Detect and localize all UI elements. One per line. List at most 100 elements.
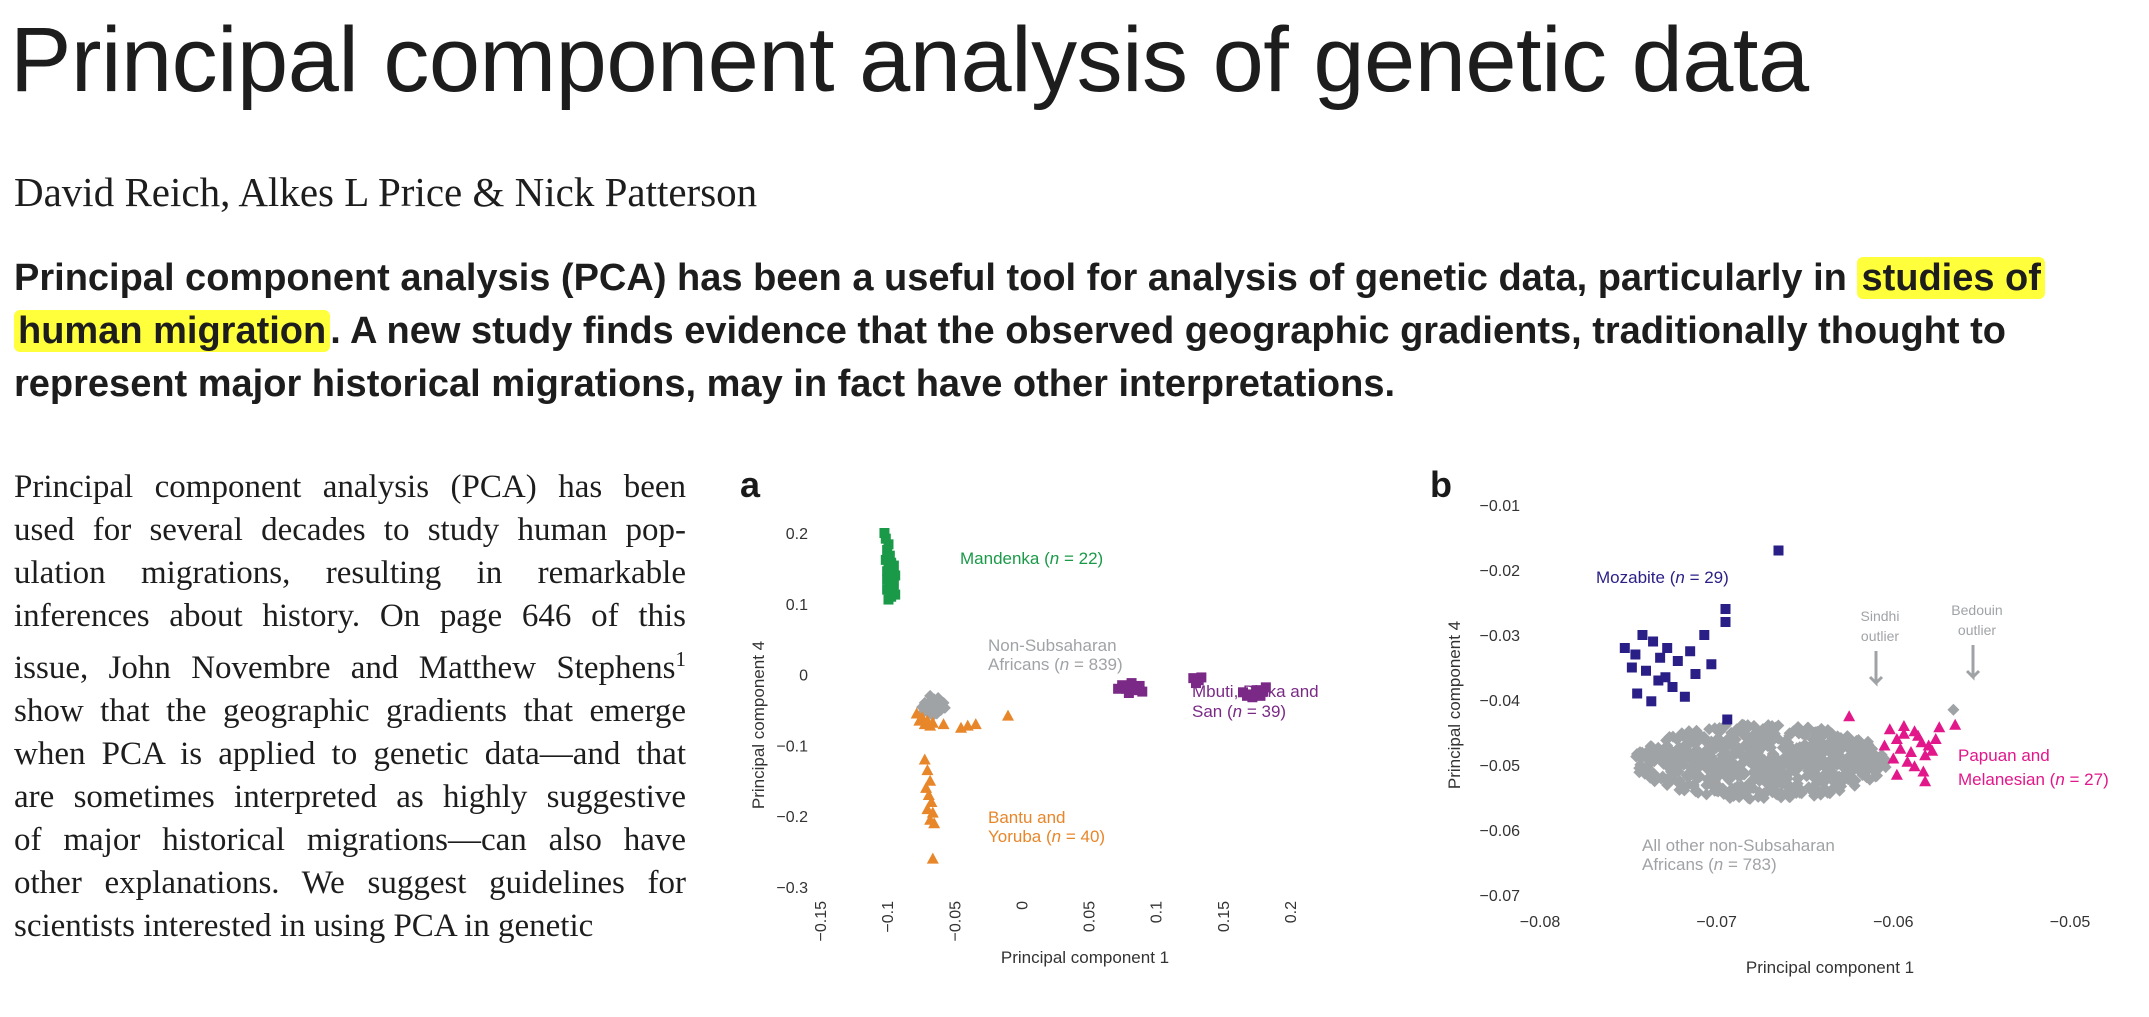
data-point <box>1619 643 1630 653</box>
cloud-point <box>1869 770 1882 783</box>
cloud-point <box>1680 733 1693 746</box>
cloud-point <box>1669 763 1682 776</box>
y-tick-label: −0.02 <box>1480 563 1521 580</box>
body-line: are sometimes interpreted as highly sugg… <box>14 779 686 815</box>
cloud-point <box>1792 720 1805 733</box>
y-tick-label: 0.1 <box>786 597 808 614</box>
series-mandenka <box>879 528 901 605</box>
y-tick-label: −0.07 <box>1480 888 1521 905</box>
body-line: of major historical migrations—can also … <box>14 822 686 858</box>
outlier-point <box>1947 703 1960 716</box>
cloud-point <box>1826 759 1839 772</box>
data-point <box>921 764 934 776</box>
cloud-point <box>1746 766 1759 779</box>
label-mandenka: Mandenka (n = 22) <box>960 549 1103 568</box>
author-list: David Reich, Alkes L Price & Nick Patter… <box>14 169 758 215</box>
cloud-point <box>1641 761 1654 774</box>
series-labels: Mandenka (n = 22) Non-Subsaharan African… <box>960 549 1319 846</box>
cloud-point <box>1772 719 1785 732</box>
series-bantu-and-yoruba <box>910 707 1014 864</box>
down-arrow-icon <box>1868 651 1884 687</box>
label-non-subsaharan-2: Africans (n = 839) <box>988 655 1123 674</box>
cloud-point <box>1794 758 1807 771</box>
cloud-point <box>1644 740 1657 753</box>
label-all-other-2: Africans (n = 783) <box>1642 855 1777 874</box>
x-tick-label: 0 <box>1014 901 1031 910</box>
cloud-point <box>1661 778 1674 791</box>
y-tick-label: −0.3 <box>776 880 808 897</box>
abstract: Principal component analysis (PCA) has b… <box>14 252 2134 411</box>
cloud-point <box>1741 752 1754 765</box>
x-tick-label: −0.1 <box>880 901 897 933</box>
body-line: inferences about history. On page 646 of… <box>14 598 686 634</box>
data-point <box>1242 690 1253 701</box>
x-tick-label: −0.06 <box>1873 914 1914 931</box>
cloud-point <box>1808 780 1821 793</box>
abstract-line-1: Principal component analysis (PCA) has b… <box>14 252 2134 305</box>
cloud-point <box>1681 771 1694 784</box>
cloud-point <box>1730 747 1743 760</box>
data-point <box>1883 723 1896 735</box>
cloud-point <box>1856 769 1869 782</box>
data-point <box>1720 604 1731 614</box>
data-point <box>1897 720 1910 731</box>
data-point <box>928 817 941 829</box>
cloud-point <box>1775 791 1788 804</box>
x-tick-label: −0.15 <box>813 901 830 942</box>
data-point <box>1690 669 1701 679</box>
cloud-point <box>1783 727 1796 740</box>
cloud-point <box>1812 731 1825 744</box>
cloud-point <box>1692 745 1705 758</box>
data-point <box>1773 545 1784 556</box>
data-point <box>1632 688 1643 699</box>
cloud-point <box>1713 769 1726 782</box>
data-point <box>1878 739 1891 751</box>
cloud-point <box>1714 724 1727 737</box>
data-point <box>1720 617 1731 627</box>
data-point <box>1662 643 1673 653</box>
data-point <box>1908 760 1921 772</box>
data-point <box>937 718 950 730</box>
panel-label-a: a <box>740 464 761 505</box>
footnote-ref[interactable]: 1 <box>675 647 687 671</box>
cloud-point <box>1821 723 1834 736</box>
cloud-point <box>1833 745 1846 758</box>
data-point <box>1926 744 1939 756</box>
label-all-other: All other non-Subsaharan <box>1642 836 1835 855</box>
y-axis-label: Principal component 4 <box>749 641 768 809</box>
data-point <box>1706 659 1717 670</box>
data-point <box>1660 672 1671 683</box>
data-point <box>1890 768 1903 780</box>
body-line: used for several decades to study human … <box>14 512 686 548</box>
cloud-point <box>1752 771 1765 784</box>
cloud-point <box>1641 753 1654 766</box>
y-axis-label: Principal component 4 <box>1445 621 1464 789</box>
data-point <box>1196 672 1207 683</box>
cloud-point <box>1745 776 1758 789</box>
cloud-point <box>1689 785 1702 798</box>
cloud-point <box>1766 786 1779 799</box>
series-non-subsaharan-africans <box>916 689 951 722</box>
x-axis-label: Principal component 1 <box>1746 958 1914 977</box>
body-column: Principal component analysis (PCA) has b… <box>14 466 686 948</box>
cloud-point <box>1708 778 1721 791</box>
body-line-text: issue, John Novembre and Matthew Stephen… <box>14 650 676 686</box>
cloud-point <box>1766 719 1779 732</box>
abstract-line-2: human migration. A new study finds evide… <box>14 305 2134 358</box>
series-mbuti-biaka-and-san <box>1113 672 1271 703</box>
data-point <box>1917 765 1930 777</box>
data-point <box>922 707 935 720</box>
data-point <box>1002 709 1014 721</box>
data-point <box>1887 752 1900 764</box>
cloud-point <box>1813 752 1826 765</box>
data-point <box>969 718 982 730</box>
data-point <box>1685 646 1696 657</box>
data-point <box>1949 718 1962 730</box>
cloud-point <box>1758 787 1771 800</box>
cloud-point <box>1870 762 1883 775</box>
data-point <box>1646 696 1657 707</box>
data-point <box>882 566 893 577</box>
cloud-point <box>1678 784 1691 797</box>
data-point <box>1672 656 1683 666</box>
y-tick-label: −0.03 <box>1480 628 1521 645</box>
